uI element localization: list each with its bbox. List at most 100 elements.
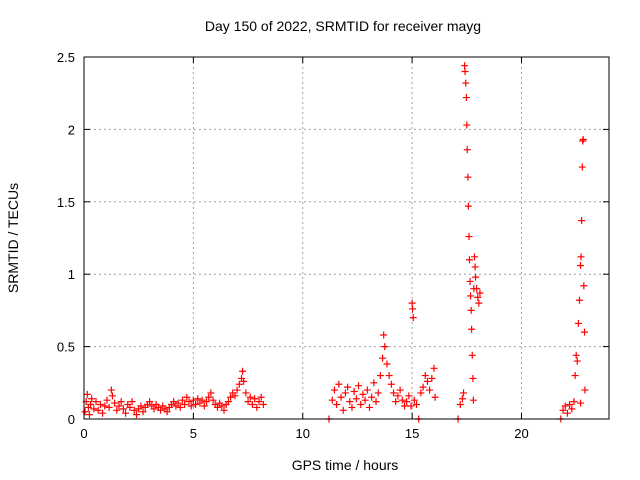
grid-lines — [84, 57, 609, 419]
data-point — [387, 380, 395, 388]
data-point — [464, 173, 472, 181]
data-point — [85, 411, 93, 419]
data-point — [469, 396, 477, 404]
data-point — [421, 372, 429, 380]
data-point — [218, 402, 226, 410]
data-point — [240, 377, 248, 385]
data-point — [99, 409, 107, 417]
x-tick-label: 0 — [80, 426, 87, 441]
data-point — [107, 386, 115, 394]
chart-title: Day 150 of 2022, SRMTID for receiver may… — [205, 18, 481, 34]
data-point — [409, 305, 417, 313]
data-point — [475, 299, 483, 307]
data-point — [209, 396, 217, 404]
data-point — [376, 372, 384, 380]
data-point — [471, 263, 479, 271]
data-point — [117, 398, 125, 406]
data-point — [83, 390, 91, 398]
data-point — [235, 380, 243, 388]
data-point — [333, 401, 341, 409]
data-point — [561, 402, 569, 410]
data-point — [465, 256, 473, 264]
x-axis-label: GPS time / hours — [292, 457, 399, 473]
data-point — [365, 403, 373, 411]
data-point — [385, 372, 393, 380]
data-point — [170, 398, 178, 406]
data-points — [81, 62, 589, 423]
data-point — [465, 233, 473, 241]
data-point — [413, 401, 420, 409]
data-point — [577, 262, 585, 270]
data-point — [470, 253, 478, 261]
data-point — [341, 389, 349, 397]
data-point — [467, 292, 475, 300]
data-point — [203, 398, 210, 406]
data-point — [213, 403, 221, 411]
data-point — [259, 401, 267, 409]
data-point — [578, 217, 586, 225]
data-point — [200, 402, 208, 410]
data-point — [355, 382, 363, 390]
data-point — [176, 403, 184, 411]
data-point — [423, 377, 431, 385]
data-point — [205, 393, 213, 401]
data-point — [348, 403, 356, 411]
data-point — [337, 393, 345, 401]
data-point — [426, 386, 434, 394]
data-point — [381, 343, 389, 351]
data-point — [335, 380, 343, 388]
data-point — [103, 396, 111, 404]
data-point — [96, 401, 104, 409]
data-point — [409, 314, 417, 322]
data-point — [380, 331, 388, 339]
y-tick-label: 2 — [68, 122, 75, 137]
data-point — [578, 163, 586, 171]
data-point — [130, 406, 138, 414]
y-tick-label: 2.5 — [57, 50, 75, 65]
data-point — [463, 146, 471, 154]
data-point — [467, 306, 475, 314]
data-point — [390, 389, 398, 397]
data-point — [460, 389, 468, 397]
data-point — [370, 379, 378, 387]
data-point — [246, 393, 254, 401]
data-point — [431, 393, 439, 401]
data-point — [185, 398, 193, 406]
data-point — [374, 389, 382, 397]
data-point — [344, 383, 352, 391]
plot-frame — [83, 56, 610, 420]
x-tick-label: 10 — [296, 426, 310, 441]
data-point — [403, 398, 411, 406]
data-point — [126, 403, 134, 411]
data-point — [458, 395, 466, 403]
data-point — [379, 354, 387, 362]
data-point — [368, 393, 376, 401]
data-point — [119, 405, 127, 413]
data-point — [462, 79, 470, 87]
data-point — [398, 396, 406, 404]
data-point — [400, 402, 408, 410]
data-point — [352, 395, 360, 403]
data-point — [357, 401, 365, 409]
data-point — [363, 386, 371, 394]
data-point — [468, 351, 476, 359]
data-point — [472, 273, 480, 281]
data-point — [577, 399, 585, 407]
data-point — [257, 393, 265, 401]
data-point — [181, 401, 189, 409]
data-point — [150, 405, 158, 413]
data-point — [189, 396, 197, 404]
data-point — [572, 351, 580, 359]
data-point — [187, 402, 195, 410]
data-point — [146, 398, 154, 406]
data-point — [559, 406, 567, 414]
data-point — [227, 393, 235, 401]
data-point — [476, 289, 484, 297]
y-axis-label: SRMTID / TECUs — [5, 183, 21, 293]
data-point — [464, 202, 472, 210]
data-point — [328, 396, 336, 404]
data-point — [139, 408, 147, 416]
data-point — [430, 364, 438, 372]
data-point — [461, 67, 469, 75]
x-tick-label: 15 — [405, 426, 419, 441]
